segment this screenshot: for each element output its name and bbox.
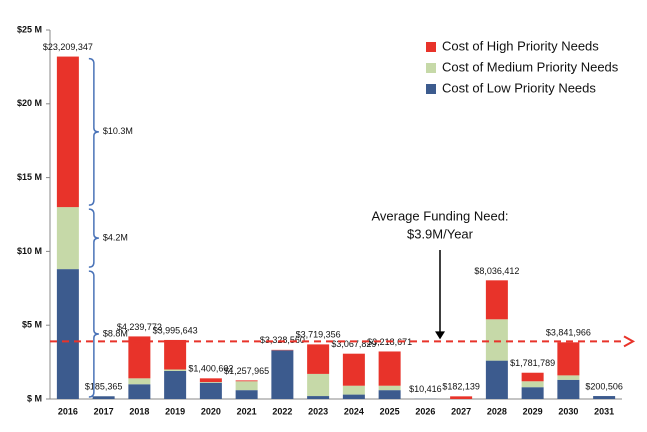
brace <box>88 57 99 206</box>
x-tick-label: 2030 <box>558 406 578 416</box>
bar-segment <box>307 344 330 374</box>
bar-segment <box>342 353 365 386</box>
total-label: $3,067,829 <box>331 339 376 349</box>
annotation: $10.3M <box>103 126 133 136</box>
x-tick-label: 2021 <box>237 406 257 416</box>
bar-segment <box>378 390 401 399</box>
x-tick-label: 2017 <box>94 406 114 416</box>
bar-segment <box>342 394 365 399</box>
brace <box>88 208 99 268</box>
bar-segment <box>56 207 79 270</box>
y-tick-label: $25 M <box>17 24 42 34</box>
x-tick-label: 2019 <box>165 406 185 416</box>
reference-label: $3.9M/Year <box>407 226 474 241</box>
x-tick-label: 2026 <box>415 406 435 416</box>
x-tick-label: 2020 <box>201 406 221 416</box>
total-label: $23,209,347 <box>43 42 93 52</box>
legend-label: Cost of High Priority Needs <box>442 38 599 53</box>
annotation: $4.2M <box>103 232 128 242</box>
bar-segment <box>235 380 258 382</box>
x-tick-label: 2028 <box>487 406 507 416</box>
total-label: $3,719,356 <box>296 329 341 339</box>
bar-segment <box>593 396 616 399</box>
bar-segment <box>56 56 79 208</box>
x-tick-label: 2023 <box>308 406 328 416</box>
x-tick-label: 2029 <box>523 406 543 416</box>
bar-segment <box>485 280 508 320</box>
bar-segment <box>521 387 544 399</box>
legend-swatch <box>426 42 436 52</box>
total-label: $1,781,789 <box>510 358 555 368</box>
total-label: $1,257,965 <box>224 366 269 376</box>
x-tick-label: 2031 <box>594 406 614 416</box>
bar-segment <box>128 384 151 399</box>
total-label: $3,995,643 <box>153 325 198 335</box>
total-label: $182,139 <box>442 382 480 392</box>
bar-segment <box>557 375 580 380</box>
bar-segment <box>485 319 508 361</box>
bar-segment <box>199 382 222 399</box>
bar-segment <box>235 381 258 391</box>
total-label: $4,239,772 <box>117 322 162 332</box>
x-tick-label: 2018 <box>129 406 149 416</box>
arrowhead <box>623 335 636 348</box>
x-tick-label: 2027 <box>451 406 471 416</box>
x-tick-label: 2016 <box>58 406 78 416</box>
total-label: $8,036,412 <box>474 266 519 276</box>
reference-label: Average Funding Need: <box>371 208 508 223</box>
total-label: $1,400,602 <box>188 364 233 374</box>
x-tick-label: 2025 <box>380 406 400 416</box>
bar-segment <box>450 396 473 399</box>
annotation: $8.8M <box>103 328 128 338</box>
legend-label: Cost of Medium Priority Needs <box>442 59 619 74</box>
bar-segment <box>164 369 187 371</box>
bar-segment <box>56 269 79 399</box>
bar-segment <box>271 350 294 399</box>
bar-segment <box>378 385 401 391</box>
bar-segment <box>164 339 187 370</box>
pointer-head <box>435 331 445 340</box>
brace <box>88 270 99 398</box>
bar-segment <box>164 370 187 399</box>
bar-segment <box>521 372 544 382</box>
legend-swatch <box>426 63 436 73</box>
total-label: $185,365 <box>85 382 123 392</box>
y-tick-label: $10 M <box>17 246 42 256</box>
y-tick-label: $5 M <box>22 320 42 330</box>
bar-segment <box>485 360 508 399</box>
x-tick-label: 2022 <box>272 406 292 416</box>
bar-segment <box>199 382 222 383</box>
total-label: $200,506 <box>585 381 623 391</box>
bar-segment <box>128 336 151 379</box>
bar-segment <box>92 396 115 399</box>
bar-segment <box>342 385 365 395</box>
y-tick-label: $ M <box>27 393 42 403</box>
total-label: $10,416 <box>409 384 442 394</box>
bar-segment <box>128 378 151 385</box>
legend-swatch <box>426 84 436 94</box>
bar-segment <box>557 379 580 399</box>
bar-segment <box>521 381 544 388</box>
total-label: $3,841,966 <box>546 328 591 338</box>
bar-segment <box>557 342 580 376</box>
bar-segment <box>199 378 222 383</box>
legend-label: Cost of Low Priority Needs <box>442 80 596 95</box>
x-tick-label: 2024 <box>344 406 364 416</box>
y-tick-label: $15 M <box>17 172 42 182</box>
bar-segment <box>235 390 258 399</box>
bar-segment <box>307 396 330 399</box>
bar-segment <box>378 351 401 386</box>
y-tick-label: $20 M <box>17 98 42 108</box>
total-label: $3,328,560 <box>260 335 305 345</box>
bar-segment <box>307 373 330 397</box>
